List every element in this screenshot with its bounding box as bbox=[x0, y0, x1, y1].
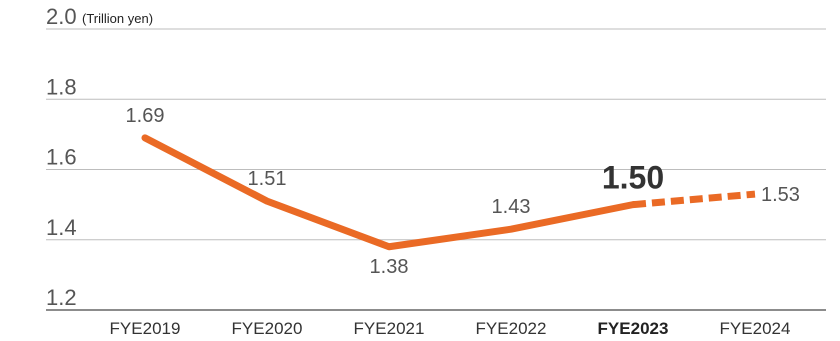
data-label: 1.43 bbox=[492, 196, 531, 218]
data-label: 1.51 bbox=[248, 168, 287, 190]
x-tick-label: FYE2019 bbox=[110, 319, 181, 338]
y-axis: 1.2 1.4 1.6 1.8 2.0 bbox=[46, 4, 77, 310]
x-tick-label: FYE2022 bbox=[476, 319, 547, 338]
series-line bbox=[141, 134, 756, 251]
y-tick-label: 2.0 bbox=[46, 4, 77, 29]
data-label: 1.50 bbox=[602, 160, 664, 196]
x-tick-label: FYE2020 bbox=[232, 319, 303, 338]
x-tick-label: FYE2021 bbox=[354, 319, 425, 338]
series-line-actual bbox=[141, 134, 637, 251]
x-tick-label: FYE2023 bbox=[598, 319, 669, 338]
y-tick-label: 1.4 bbox=[46, 215, 77, 240]
unit-label: (Trillion yen) bbox=[82, 11, 153, 26]
data-label: 1.69 bbox=[126, 105, 165, 127]
data-label: 1.38 bbox=[370, 256, 409, 278]
data-label: 1.53 bbox=[761, 184, 800, 206]
x-axis: FYE2019 FYE2020 FYE2021 FYE2022 FYE2023 FYE20… bbox=[110, 319, 791, 338]
y-tick-label: 1.2 bbox=[46, 285, 77, 310]
series-line-forecast bbox=[632, 190, 756, 209]
data-labels: 1.69 1.51 1.38 1.43 1.50 1.53 bbox=[126, 105, 800, 278]
x-tick-label: FYE2024 bbox=[720, 319, 791, 338]
grid-lines bbox=[46, 28, 826, 311]
y-tick-label: 1.6 bbox=[46, 145, 77, 170]
y-tick-label: 1.8 bbox=[46, 74, 77, 99]
